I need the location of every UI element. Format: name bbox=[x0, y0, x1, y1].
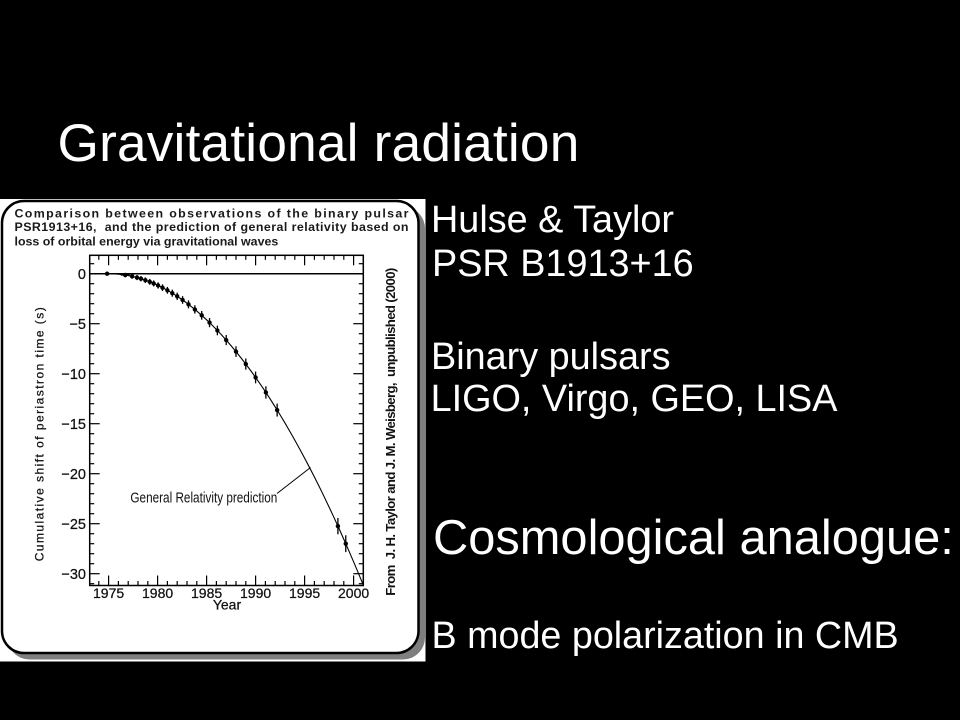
svg-text:1990: 1990 bbox=[240, 585, 271, 601]
svg-text:−25: −25 bbox=[61, 517, 86, 533]
svg-text:Year: Year bbox=[213, 597, 242, 613]
svg-text:−20: −20 bbox=[61, 467, 86, 483]
svg-text:0: 0 bbox=[78, 267, 86, 283]
svg-text:−15: −15 bbox=[61, 417, 86, 433]
svg-text:Cumulative shift of periastron: Cumulative shift of periastron time (s) bbox=[32, 307, 46, 561]
svg-text:−5: −5 bbox=[69, 317, 86, 333]
svg-text:−10: −10 bbox=[61, 367, 86, 383]
svg-text:From J. H. Taylor and J. M. W: From J. H. Taylor and J. M. Weisberg, un… bbox=[383, 268, 398, 596]
svg-text:Comparison between observation: Comparison between observations of the b… bbox=[15, 206, 409, 220]
svg-text:1985: 1985 bbox=[191, 585, 222, 601]
svg-text:1995: 1995 bbox=[289, 585, 320, 601]
svg-text:General Relativity prediction: General Relativity prediction bbox=[130, 489, 277, 506]
svg-text:1980: 1980 bbox=[142, 585, 173, 601]
svg-text:−30: −30 bbox=[61, 567, 86, 583]
svg-text:PSR1913+16, and the predictio: PSR1913+16, and the prediction of genera… bbox=[15, 220, 409, 234]
svg-text:loss of orbital energy via gra: loss of orbital energy via gravitational… bbox=[15, 234, 279, 248]
svg-text:1975: 1975 bbox=[93, 585, 124, 601]
svg-text:2000: 2000 bbox=[338, 585, 369, 601]
